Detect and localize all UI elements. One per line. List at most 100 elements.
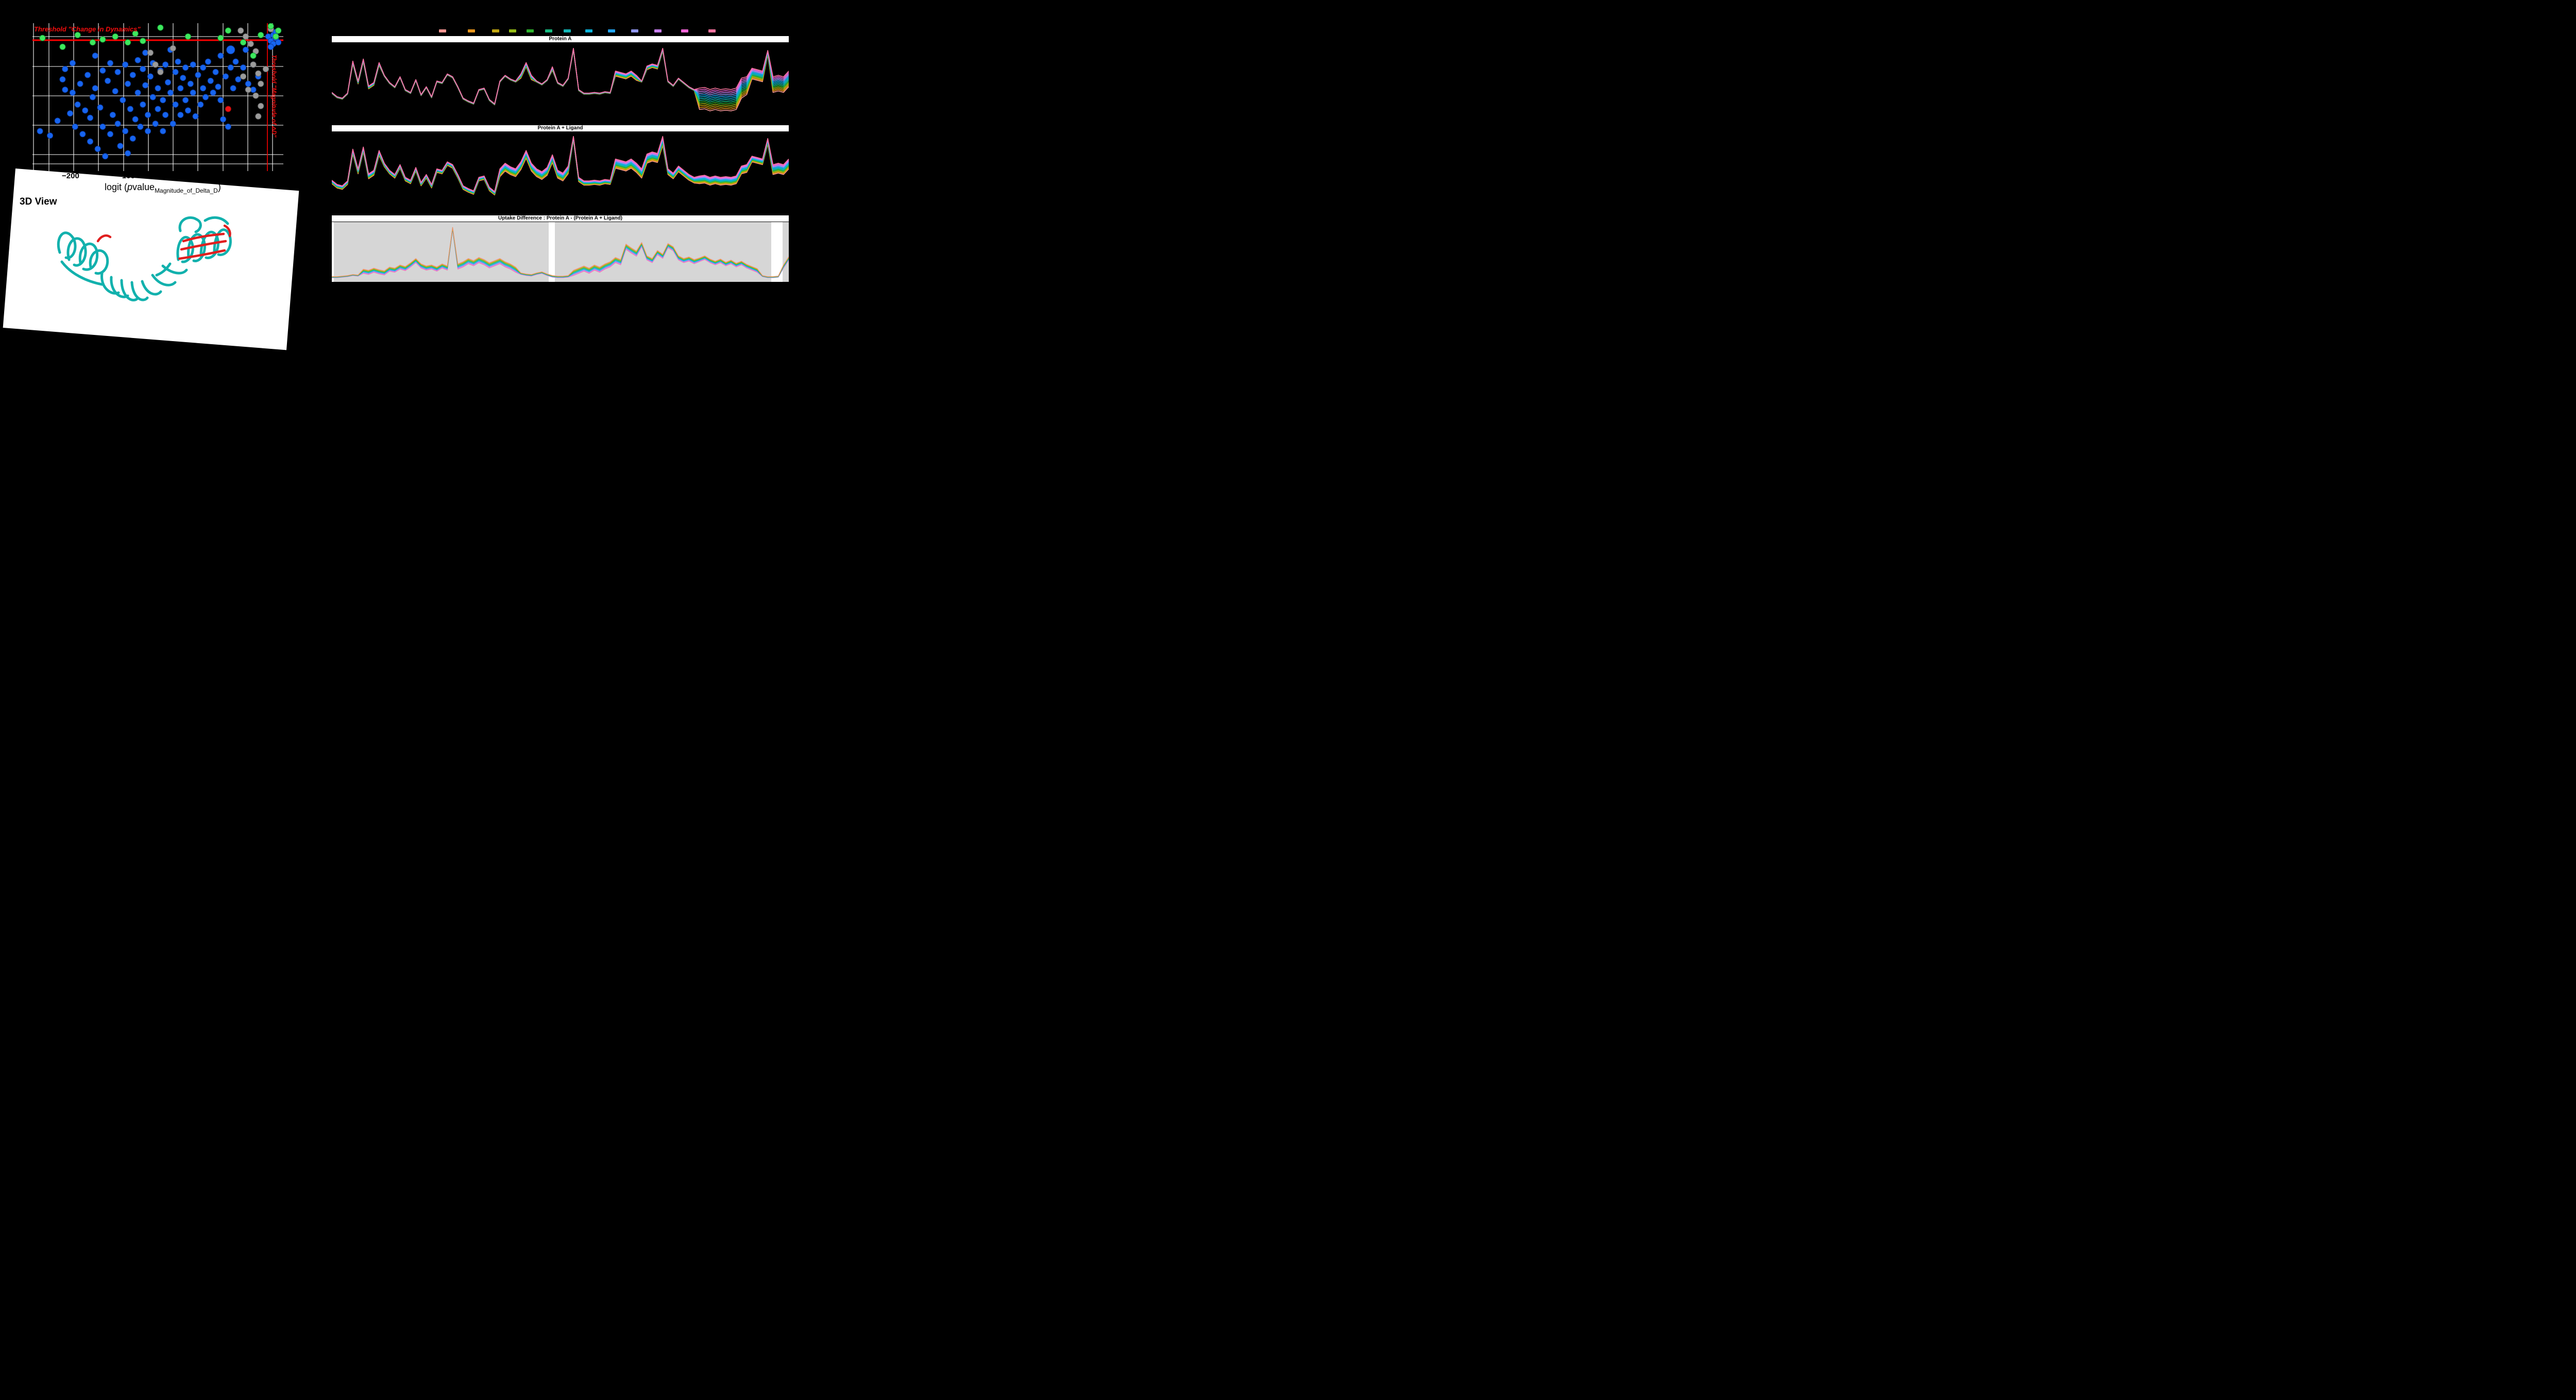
peptide-point-gray[interactable] [240,73,247,80]
peptide-point-blue[interactable] [134,89,141,96]
legend-swatch-timepoint-12[interactable] [681,29,688,32]
peptide-point-blue[interactable] [69,89,76,96]
peptide-point-blue[interactable] [79,131,86,138]
peptide-point-blue[interactable] [155,106,161,112]
peptide-point-blue[interactable] [147,73,154,80]
peptide-point-blue[interactable] [67,110,74,117]
peptide-point-blue[interactable] [227,64,234,71]
peptide-point-blue[interactable] [152,121,159,127]
peptide-point-blue[interactable] [122,61,129,68]
peptide-point-blue[interactable] [160,97,166,104]
peptide-point-blue[interactable] [140,101,146,108]
peptide-point-green[interactable] [39,35,46,41]
peptide-point-blue[interactable] [129,72,136,78]
peptide-point-blue[interactable] [200,64,207,71]
peptide-point-blue[interactable] [182,97,189,104]
peptide-point-blue[interactable] [225,123,231,130]
peptide-point-blue[interactable] [210,89,216,96]
peptide-point-green[interactable] [157,24,164,31]
peptide-point-blue[interactable] [112,88,118,95]
peptide-point-blue[interactable] [175,58,181,65]
volcano-plot[interactable] [32,23,283,171]
peptide-point-green[interactable] [240,39,247,46]
peptide-point-blue[interactable] [207,77,214,84]
peptide-point-blue[interactable] [232,58,239,65]
peptide-point-blue[interactable] [155,85,161,92]
legend-swatch-timepoint-13[interactable] [708,29,716,32]
legend-swatch-timepoint-2[interactable] [468,29,475,32]
peptide-point-blue[interactable] [120,97,126,104]
legend-swatch-timepoint-6[interactable] [545,29,552,32]
peptide-point-blue[interactable] [170,121,176,127]
peptide-point-gray[interactable] [250,61,257,68]
peptide-point-blue[interactable] [94,145,101,152]
peptide-point-blue[interactable] [242,46,249,53]
peptide-point-green[interactable] [250,53,257,59]
peptide-point-blue[interactable] [62,87,69,93]
peptide-point-blue[interactable] [140,65,146,72]
peptide-point-green[interactable] [273,33,279,40]
peptide-point-green[interactable] [99,36,106,43]
uptake-difference-plot[interactable] [332,222,789,282]
peptide-point-gray[interactable] [252,92,259,99]
peptide-point-blue[interactable] [160,128,166,134]
peptide-point-green[interactable] [132,30,139,37]
legend-swatch-timepoint-4[interactable] [509,29,516,32]
peptide-point-blue[interactable] [117,143,124,149]
peptide-point-blue[interactable] [99,123,106,130]
peptide-point-blue[interactable] [84,72,91,78]
peptide-point-gray[interactable] [262,65,269,72]
peptide-point-blue[interactable] [107,60,113,66]
peptide-point-blue[interactable] [87,138,94,145]
peptide-point-blue[interactable] [182,64,189,71]
legend-swatch-timepoint-8[interactable] [585,29,592,32]
peptide-point-gray[interactable] [242,33,249,40]
peptide-point-green[interactable] [225,27,231,34]
peptide-point-blue[interactable] [47,132,54,139]
legend-swatch-timepoint-11[interactable] [654,29,662,32]
peptide-point-blue[interactable] [184,107,191,114]
peptide-point-blue[interactable] [162,61,169,68]
peptide-point-green[interactable] [89,39,96,46]
peptide-point-blue[interactable] [72,123,78,130]
peptide-point-red[interactable] [225,106,231,112]
peptide-point-gray[interactable] [157,69,164,75]
peptide-point-green[interactable] [125,39,131,46]
peptide-point-blue[interactable] [102,153,109,160]
peptide-point-blue[interactable] [125,150,131,157]
peptide-point-blue[interactable] [167,89,174,96]
peptide-point-blue[interactable] [240,64,247,71]
peptide-point-blue-large[interactable] [226,45,235,55]
peptide-point-gray[interactable] [245,87,251,93]
peptide-point-blue[interactable] [145,128,151,134]
peptide-point-blue[interactable] [275,39,282,46]
peptide-point-blue[interactable] [37,128,43,134]
uptake-plot-protein-a-ligand[interactable] [332,132,789,208]
peptide-point-blue[interactable] [180,75,187,81]
peptide-point-blue[interactable] [195,72,201,78]
legend-swatch-timepoint-1[interactable] [439,29,446,32]
peptide-point-blue[interactable] [235,76,242,83]
peptide-point-blue[interactable] [200,85,207,92]
peptide-point-blue[interactable] [217,97,224,104]
peptide-point-green[interactable] [74,31,81,38]
protein-ribbon-viewer[interactable] [50,212,236,310]
peptide-point-blue[interactable] [122,128,129,134]
peptide-point-gray[interactable] [238,27,244,34]
peptide-point-blue[interactable] [190,89,196,96]
peptide-point-blue[interactable] [114,121,121,127]
legend-swatch-timepoint-5[interactable] [527,29,534,32]
peptide-point-blue[interactable] [59,76,66,83]
peptide-point-blue[interactable] [205,58,211,65]
peptide-point-blue[interactable] [177,111,184,118]
peptide-point-green[interactable] [267,23,274,29]
peptide-point-blue[interactable] [125,80,131,87]
peptide-point-blue[interactable] [89,94,96,100]
peptide-point-gray[interactable] [255,113,262,120]
peptide-point-blue[interactable] [192,113,199,120]
peptide-point-blue[interactable] [267,43,274,50]
peptide-point-blue[interactable] [132,116,139,123]
peptide-point-green[interactable] [184,33,191,40]
peptide-point-blue[interactable] [77,80,83,87]
peptide-point-blue[interactable] [54,117,61,124]
